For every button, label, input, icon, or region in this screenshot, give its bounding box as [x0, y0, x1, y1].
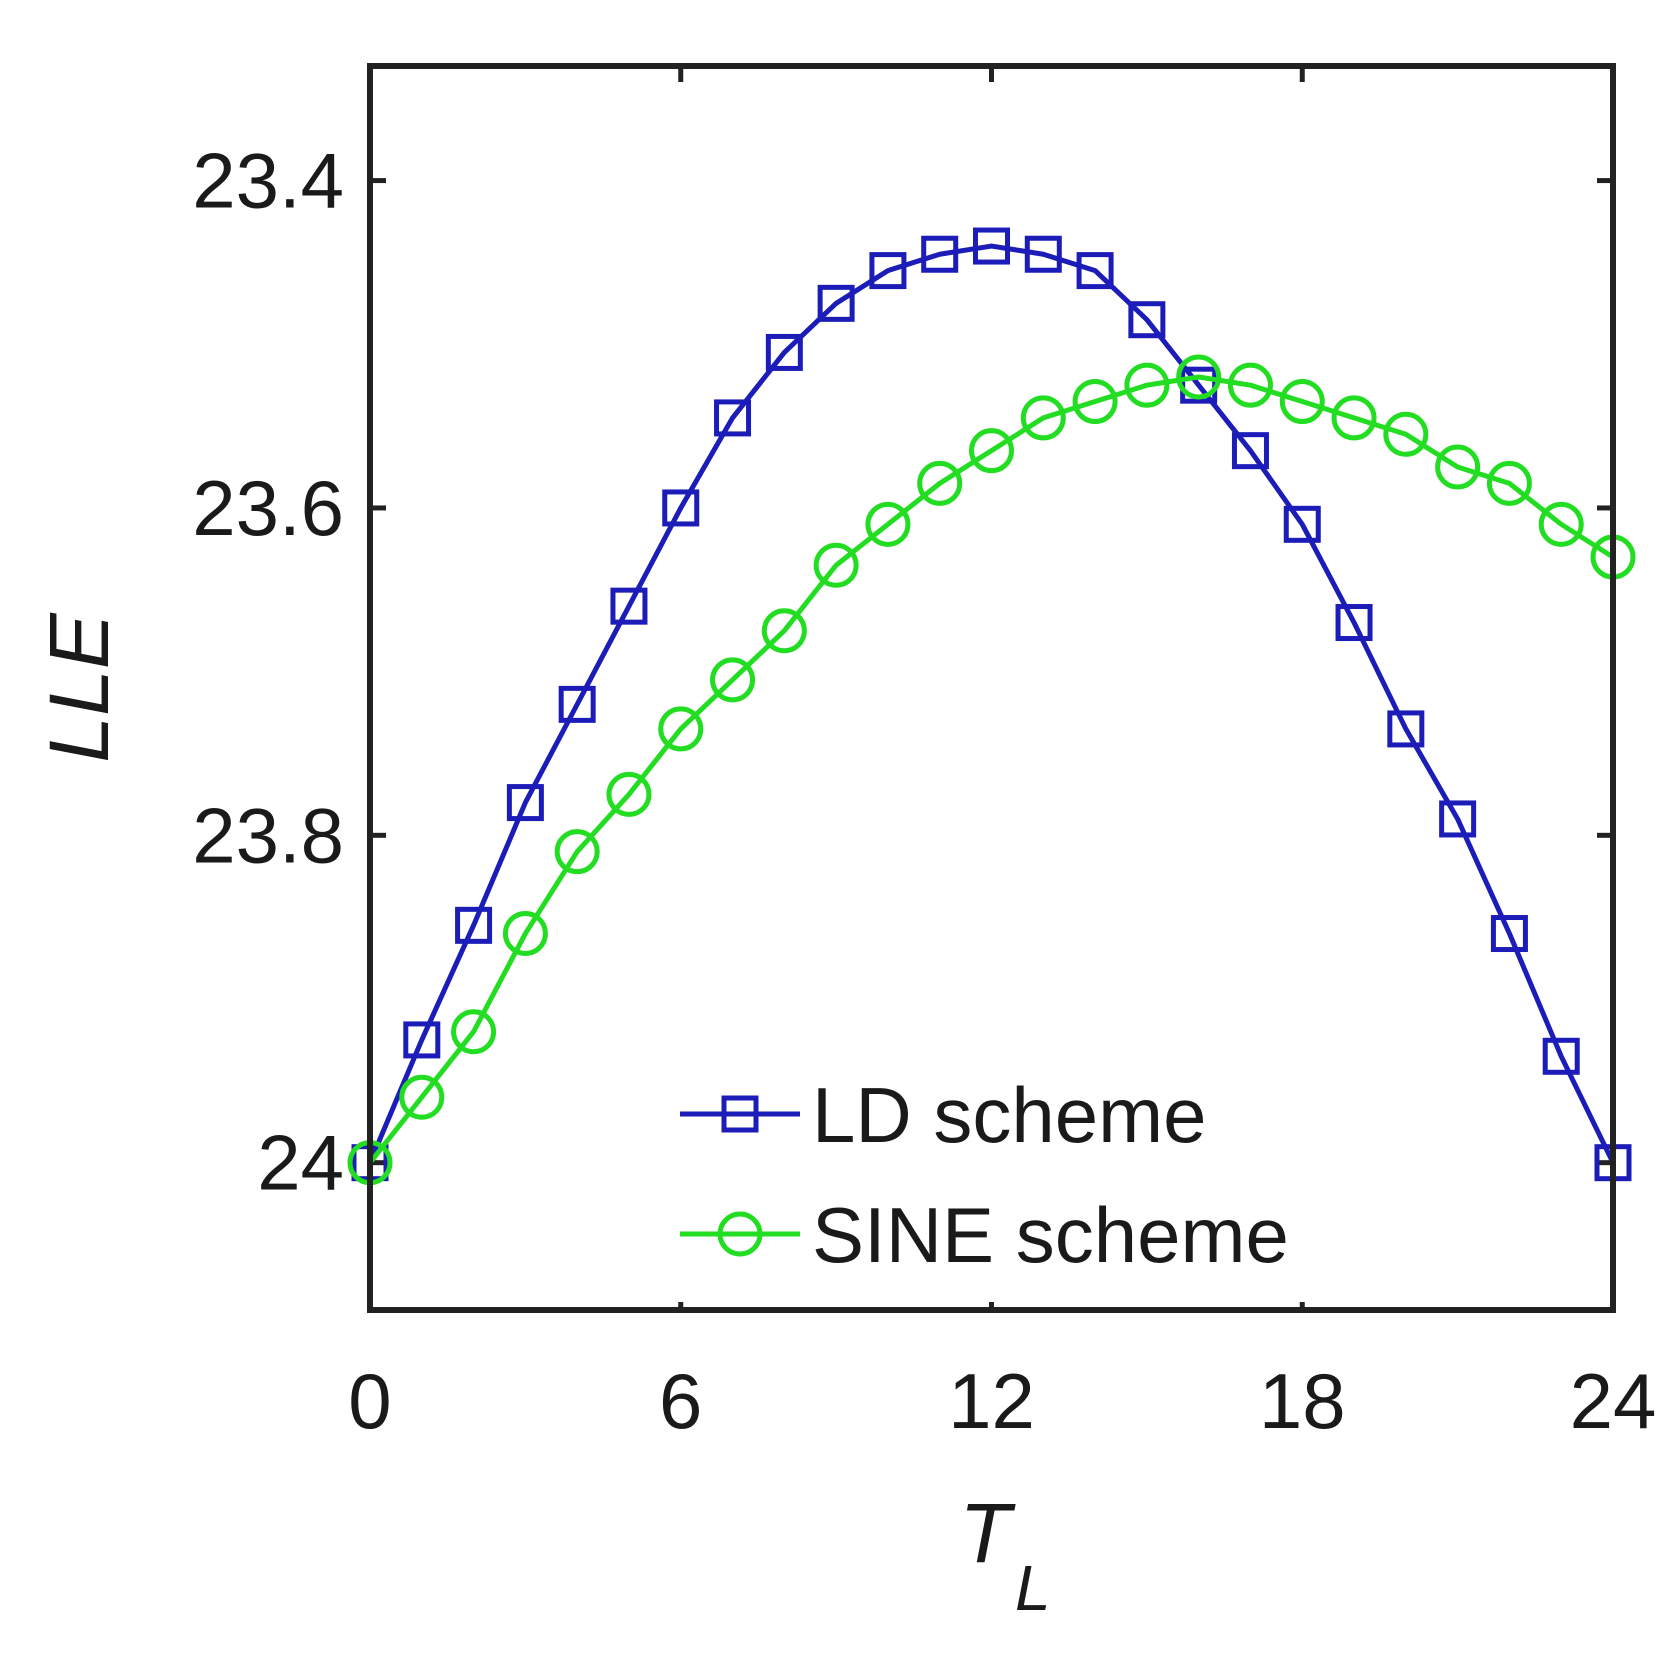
data-point [1486, 460, 1532, 506]
data-point [765, 333, 803, 371]
data-point [1227, 362, 1273, 408]
data-point [403, 1021, 441, 1059]
y-tick-label: 23.6 [192, 464, 344, 552]
data-point [1490, 915, 1528, 953]
data-point [502, 911, 548, 957]
data-point [1072, 379, 1118, 425]
legend-marker-circle [717, 1211, 763, 1257]
axes-frame [367, 63, 1616, 1313]
legend-entry-ld: LD scheme [680, 1071, 1207, 1159]
x-tick-label: 24 [1570, 1357, 1657, 1445]
x-axis-title: T L [959, 1486, 1050, 1624]
data-point [969, 428, 1014, 474]
series-ld-scheme [351, 227, 1632, 1182]
x-axis-title-subscript: L [1015, 1552, 1051, 1624]
legend-marker-square [721, 1095, 759, 1133]
data-point [869, 252, 907, 290]
x-tick-label: 0 [348, 1357, 391, 1445]
data-point [1076, 252, 1114, 290]
data-point [1024, 235, 1062, 273]
data-point [610, 587, 648, 625]
data-point [1538, 501, 1584, 547]
y-axis-title: LLE [32, 612, 126, 762]
data-point [1279, 379, 1325, 425]
series-line [368, 374, 1615, 1165]
data-point [506, 784, 544, 822]
series-line [367, 243, 1616, 1164]
data-point [658, 706, 704, 752]
data-point [1331, 395, 1377, 441]
data-point [1020, 395, 1066, 441]
data-point [451, 1009, 497, 1055]
x-tick-label: 18 [1259, 1357, 1346, 1445]
data-point [455, 906, 493, 944]
y-axis: 23.4 23.6 23.8 24 [192, 137, 1613, 1207]
data-point [817, 284, 855, 322]
data-point [917, 460, 963, 506]
legend-label-sine: SINE scheme [812, 1191, 1289, 1279]
data-point [1335, 604, 1373, 642]
data-point [554, 829, 600, 875]
x-axis: 0 6 12 18 24 [348, 66, 1656, 1445]
y-tick-label: 24 [257, 1119, 344, 1207]
series-layer [347, 227, 1636, 1186]
data-point [1124, 362, 1170, 408]
y-tick-label: 23.4 [192, 137, 344, 225]
x-tick-label: 6 [659, 1357, 702, 1445]
data-point [921, 235, 959, 273]
data-point [399, 1074, 445, 1120]
data-point [1128, 301, 1166, 339]
data-point [1542, 1037, 1580, 1075]
legend-box [665, 1082, 1385, 1302]
data-point [1231, 432, 1269, 470]
legend: LD scheme SINE scheme [665, 1071, 1385, 1302]
data-point [1435, 444, 1481, 490]
data-point [1283, 505, 1321, 543]
data-point [1387, 710, 1425, 748]
data-point [606, 771, 652, 817]
data-point [813, 542, 859, 588]
data-point [714, 399, 752, 437]
data-point [1176, 354, 1222, 400]
data-point [710, 657, 756, 703]
y-tick-label: 23.8 [192, 791, 344, 879]
legend-label-ld: LD scheme [812, 1071, 1207, 1159]
legend-entry-sine: SINE scheme [680, 1191, 1289, 1279]
x-tick-label: 12 [948, 1357, 1035, 1445]
data-point [1383, 411, 1429, 457]
data-point [1439, 800, 1477, 838]
data-point [973, 227, 1010, 265]
x-axis-title-main: T [959, 1486, 1016, 1580]
data-point [865, 501, 911, 547]
data-point [761, 608, 807, 654]
data-point [558, 685, 596, 723]
data-point [662, 489, 700, 527]
